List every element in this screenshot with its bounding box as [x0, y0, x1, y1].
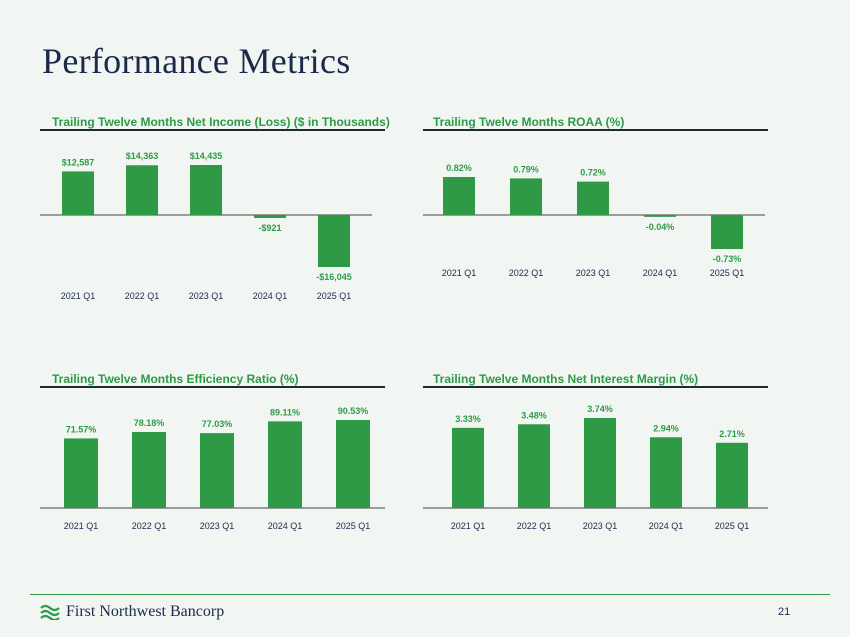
- roaa-data-label: -0.73%: [713, 254, 742, 264]
- efficiency-chart-title: Trailing Twelve Months Efficiency Ratio …: [52, 372, 299, 386]
- efficiency-data-label: 71.57%: [66, 424, 97, 434]
- roaa-data-label: -0.04%: [646, 222, 675, 232]
- nim-data-label: 3.48%: [521, 410, 547, 420]
- net-income-data-label: $14,435: [190, 151, 223, 161]
- net-income-tick-label: 2023 Q1: [189, 291, 224, 301]
- net-income-bar: [318, 215, 350, 267]
- footer-rule: [30, 594, 830, 595]
- roaa-data-label: 0.79%: [513, 164, 539, 174]
- efficiency-bar: [336, 420, 370, 508]
- nim-tick-label: 2021 Q1: [451, 521, 486, 531]
- wave-logo-icon: [40, 604, 60, 620]
- roaa-chart-title: Trailing Twelve Months ROAA (%): [433, 115, 625, 129]
- net-income-tick-label: 2025 Q1: [317, 291, 352, 301]
- efficiency-tick-label: 2021 Q1: [64, 521, 99, 531]
- roaa-tick-label: 2023 Q1: [576, 268, 611, 278]
- efficiency-tick-label: 2024 Q1: [268, 521, 303, 531]
- roaa-bar: [711, 215, 743, 249]
- efficiency-tick-label: 2022 Q1: [132, 521, 167, 531]
- nim-data-label: 3.33%: [455, 414, 481, 424]
- efficiency-bar: [64, 438, 98, 508]
- efficiency-data-label: 77.03%: [202, 419, 233, 429]
- net-income-data-label: -$16,045: [316, 272, 352, 282]
- net-income-tick-label: 2021 Q1: [61, 291, 96, 301]
- nim-bar: [518, 424, 550, 508]
- net-income-bar: [190, 165, 222, 215]
- nim-tick-label: 2023 Q1: [583, 521, 618, 531]
- nim-tick-label: 2024 Q1: [649, 521, 684, 531]
- roaa-bar: [644, 215, 676, 217]
- efficiency-data-label: 89.11%: [270, 407, 300, 417]
- roaa-bar: [577, 181, 609, 215]
- roaa-data-label: 0.72%: [580, 168, 606, 178]
- roaa-title-rule: [423, 129, 768, 131]
- net-income-chart-title: Trailing Twelve Months Net Income (Loss)…: [52, 115, 390, 129]
- roaa-tick-label: 2025 Q1: [710, 268, 745, 278]
- nim-title-rule: [423, 386, 768, 388]
- efficiency-data-label: 78.18%: [134, 418, 165, 428]
- page-number: 21: [778, 606, 791, 618]
- net-income-data-label: $14,363: [126, 151, 159, 161]
- net-income-tick-label: 2022 Q1: [125, 291, 160, 301]
- efficiency-tick-label: 2025 Q1: [336, 521, 371, 531]
- nim-chart-title: Trailing Twelve Months Net Interest Marg…: [433, 372, 699, 386]
- roaa-chart: 0.82% 2021 Q1 0.79% 2022 Q1 0.72% 2023 Q1 -0.0…: [423, 163, 765, 278]
- roaa-bar: [443, 177, 475, 215]
- net-income-tick-label: 2024 Q1: [253, 291, 288, 301]
- nim-chart: 3.33% 2021 Q1 3.48% 2022 Q1 3.74% 2023 Q1 2.94…: [423, 404, 768, 531]
- nim-data-label: 3.74%: [587, 404, 613, 414]
- roaa-bar: [510, 178, 542, 215]
- net-income-chart: $12,587 2021 Q1 $14,363 2022 Q1 $14,435 2023 …: [40, 151, 372, 301]
- nim-tick-label: 2022 Q1: [517, 521, 552, 531]
- net-income-data-label: $12,587: [62, 157, 95, 167]
- efficiency-bar: [268, 421, 302, 508]
- nim-bar: [650, 437, 682, 508]
- brand-name: First Northwest Bancorp: [66, 603, 225, 620]
- nim-bar: [452, 427, 484, 508]
- nim-data-label: 2.71%: [719, 429, 745, 439]
- roaa-tick-label: 2024 Q1: [643, 268, 678, 278]
- efficiency-tick-label: 2023 Q1: [200, 521, 235, 531]
- efficiency-title-rule: [40, 386, 385, 388]
- efficiency-bar: [132, 432, 166, 508]
- efficiency-bar: [200, 433, 234, 508]
- efficiency-data-label: 90.53%: [338, 406, 369, 416]
- net-income-bar: [254, 215, 286, 218]
- brand-logo: First Northwest Bancorp: [40, 603, 224, 621]
- net-income-data-label: -$921: [258, 223, 281, 233]
- nim-tick-label: 2025 Q1: [715, 521, 750, 531]
- net-income-bar: [126, 165, 158, 215]
- nim-bar: [716, 442, 748, 508]
- roaa-data-label: 0.82%: [446, 163, 472, 173]
- nim-bar: [584, 418, 616, 508]
- nim-data-label: 2.94%: [653, 423, 679, 433]
- net-income-title-rule: [40, 129, 385, 131]
- roaa-tick-label: 2022 Q1: [509, 268, 544, 278]
- net-income-bar: [62, 171, 94, 215]
- roaa-tick-label: 2021 Q1: [442, 268, 477, 278]
- page-title: Performance Metrics: [42, 41, 351, 81]
- efficiency-chart: 71.57% 2021 Q1 78.18% 2022 Q1 77.03% 2023 Q1 8…: [40, 406, 385, 531]
